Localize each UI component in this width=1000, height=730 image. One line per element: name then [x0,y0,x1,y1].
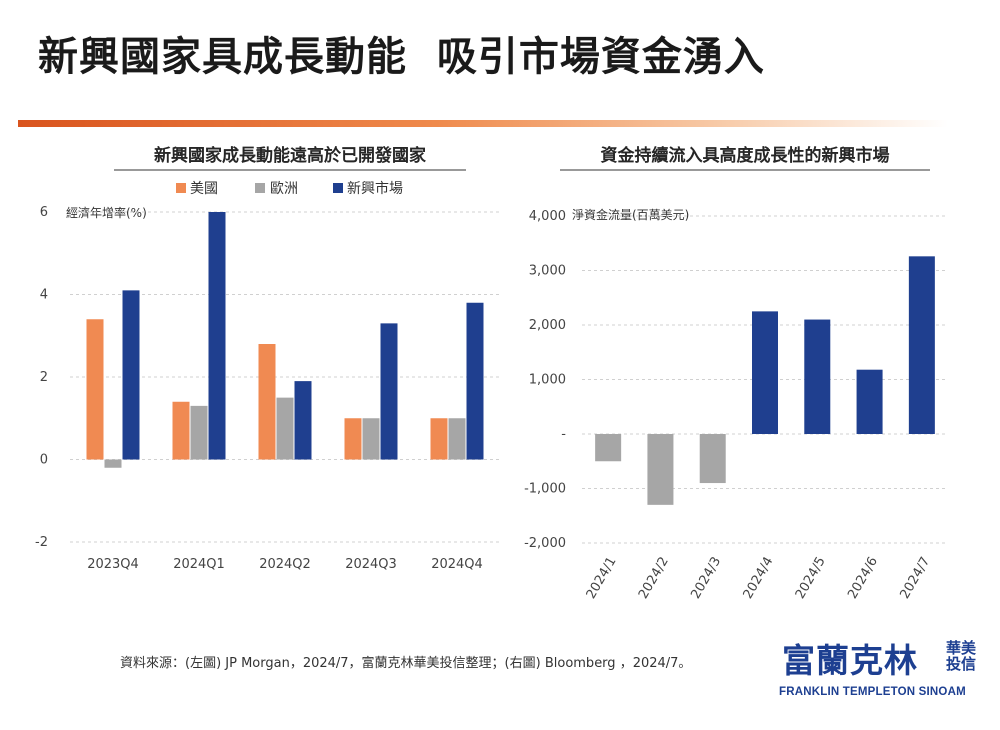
left-x-tick-label: 2024Q1 [173,557,225,572]
legend-swatch-us [176,183,186,193]
left-bar-美國 [258,344,276,460]
legend-swatch-europe [255,183,265,193]
right-x-tick-label: 2024/4 [741,555,777,602]
left-bar-新興市場 [380,323,398,460]
right-x-tick-label: 2024/6 [845,555,881,602]
legend-swatch-emerging [333,183,343,193]
left-x-tick-label: 2024Q3 [345,557,397,572]
right-y-tick-label: -2,000 [524,536,566,551]
left-y-tick-label: 2 [40,370,48,385]
left-bar-新興市場 [122,290,140,460]
right-y-tick-label: -1,000 [524,482,566,497]
left-x-tick-label: 2024Q2 [259,557,311,572]
right-bar-2024/3 [699,434,726,484]
left-bar-歐洲 [276,397,294,460]
left-bar-美國 [86,319,104,460]
right-chart-title: 資金持續流入具高度成長性的新興市場 [601,145,890,166]
left-bar-新興市場 [294,381,312,460]
brand-logo-cn-small: 華美投信 [946,639,977,673]
right-y-tick-label: 1,000 [529,373,566,388]
right-bar-2024/6 [856,369,883,434]
right-bar-2024/7 [908,256,935,434]
right-x-tick-label: 2024/5 [793,555,829,602]
right-bar-2024/1 [595,434,622,462]
right-y-tick-label: - [561,427,566,442]
left-y-tick-label: -2 [35,535,48,550]
left-bar-美國 [344,418,362,460]
left-chart-title: 新興國家成長動能遠高於已開發國家 [154,145,426,166]
left-bar-新興市場 [208,212,226,460]
left-bar-歐洲 [362,418,380,460]
legend-label-emerging: 新興市場 [347,180,403,197]
right-x-tick-label: 2024/7 [897,555,933,602]
left-bar-歐洲 [104,459,122,468]
right-y-tick-label: 2,000 [529,318,566,333]
page-title: 新興國家具成長動能 吸引市場資金湧入 [38,34,765,80]
left-x-tick-label: 2023Q4 [87,557,139,572]
left-bar-歐洲 [448,418,466,460]
right-x-tick-label: 2024/1 [584,555,620,602]
right-y-tick-label: 3,000 [529,264,566,279]
legend-label-us: 美國 [190,181,218,197]
left-bar-美國 [430,418,448,460]
right-bar-2024/2 [647,434,674,505]
left-bar-歐洲 [190,405,208,460]
right-y-axis-label: 淨資金流量(百萬美元) [572,207,689,222]
right-x-tick-label: 2024/3 [688,555,724,602]
right-bar-2024/5 [804,319,831,434]
right-bar-2024/4 [752,311,778,434]
brand-logo-cn: 富蘭克林 [782,641,918,680]
left-x-tick-label: 2024Q4 [431,557,483,572]
right-y-tick-label: 4,000 [529,209,566,224]
source-note: 資料來源：(左圖) JP Morgan，2024/7，富蘭克林華美投信整理；(右… [120,656,692,671]
left-y-tick-label: 6 [40,205,48,220]
right-x-tick-label: 2024/2 [636,555,672,602]
brand-logo-en: FRANKLIN TEMPLETON SINOAM [779,686,966,698]
left-y-tick-label: 4 [40,288,48,303]
legend-label-europe: 歐洲 [270,181,298,197]
left-bar-美國 [172,401,190,460]
left-y-tick-label: 0 [40,453,48,468]
left-bar-新興市場 [466,302,484,460]
title-accent-bar [18,120,948,127]
